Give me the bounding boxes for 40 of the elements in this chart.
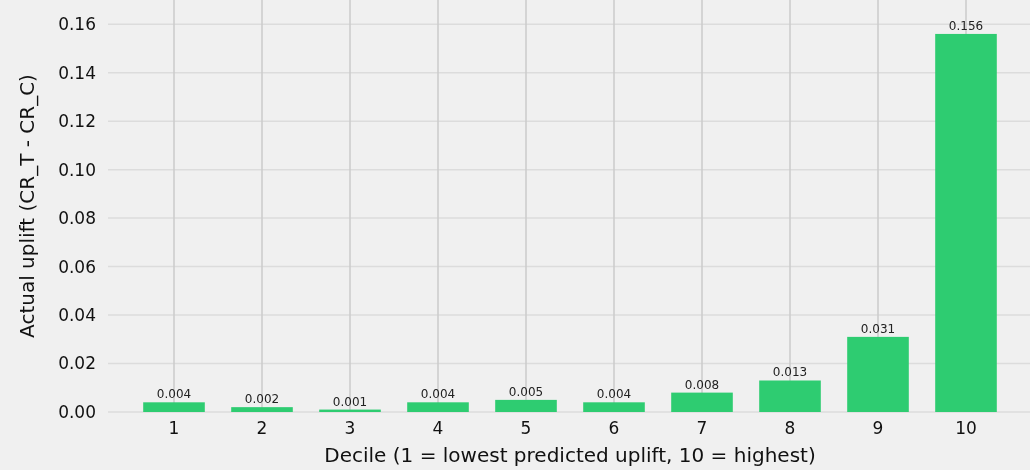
x-tick-label: 4	[432, 418, 444, 438]
data-label: 0.002	[244, 392, 280, 407]
x-tick-label: 5	[520, 418, 532, 438]
data-label: 0.013	[772, 365, 808, 380]
x-tick-label: 2	[256, 418, 268, 438]
x-tick-label: 8	[784, 418, 796, 438]
x-tick-label: 10	[955, 418, 977, 438]
bar	[759, 380, 821, 412]
y-tick-label: 0.16	[58, 14, 96, 35]
bar	[847, 336, 909, 412]
bar	[495, 399, 557, 412]
x-tick-label: 1	[168, 418, 180, 438]
data-label: 0.001	[332, 394, 368, 409]
bar	[583, 402, 645, 412]
bar	[231, 407, 293, 412]
y-tick-label: 0.00	[58, 401, 96, 422]
y-tick-label: 0.02	[58, 353, 96, 374]
y-tick-label: 0.10	[58, 159, 96, 180]
data-label: 0.156	[948, 18, 984, 33]
x-tick-label: 3	[344, 418, 356, 438]
data-label: 0.031	[860, 321, 896, 336]
y-tick-label: 0.12	[58, 111, 96, 132]
x-tick-label: 7	[696, 418, 708, 438]
data-label: 0.008	[684, 377, 720, 392]
data-label: 0.004	[596, 387, 632, 402]
bar	[671, 392, 733, 412]
y-axis-title: Actual uplift (CR_T - CR_C)	[15, 74, 39, 338]
x-axis-title: Decile (1 = lowest predicted uplift, 10 = highest)	[324, 443, 816, 467]
y-tick-label: 0.06	[58, 256, 96, 277]
y-tick-label: 0.04	[58, 305, 96, 326]
bar	[143, 402, 205, 412]
bar	[407, 402, 469, 412]
y-tick-label: 0.08	[58, 208, 96, 229]
bar	[935, 33, 997, 412]
x-tick-label: 9	[872, 418, 884, 438]
data-label: 0.005	[508, 384, 544, 399]
y-tick-label: 0.14	[58, 62, 96, 83]
data-label: 0.004	[156, 387, 192, 402]
data-label: 0.004	[420, 387, 456, 402]
x-tick-label: 6	[608, 418, 620, 438]
